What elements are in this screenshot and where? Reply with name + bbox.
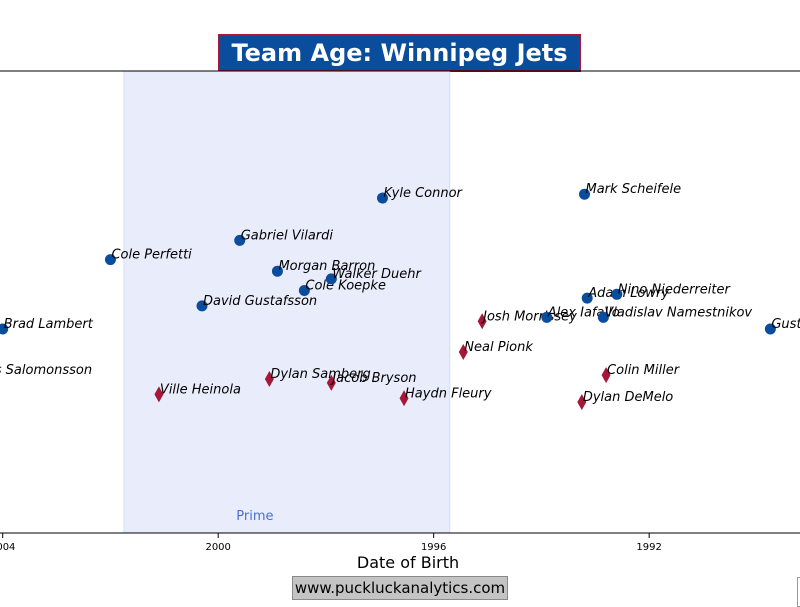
forward-point bbox=[376, 192, 388, 204]
forward-point bbox=[271, 265, 283, 277]
prime-region-label: Prime bbox=[236, 509, 273, 524]
forward-point bbox=[541, 311, 553, 323]
player-name-label: Dylan Samberg bbox=[270, 367, 370, 382]
player-name-label: Cole Koepke bbox=[305, 278, 386, 293]
player-name-label: Cole Perfetti bbox=[111, 248, 192, 263]
player-name-label: Gabriel Vilardi bbox=[241, 228, 334, 243]
player-name-label: Walker Duehr bbox=[332, 267, 422, 282]
player-name-label: Dylan DeMelo bbox=[583, 390, 673, 405]
forward-point bbox=[0, 323, 9, 335]
x-tick-label: 2004 bbox=[0, 542, 15, 553]
player-name-label: Vladislav Namestnikov bbox=[604, 305, 752, 320]
defenseman-point bbox=[577, 394, 587, 411]
x-tick-label: 1992 bbox=[636, 542, 661, 553]
forward-point bbox=[597, 311, 609, 323]
player-name-label: Neal Pionk bbox=[464, 340, 533, 355]
forward-point bbox=[234, 234, 246, 246]
player-name-label: David Gustafsson bbox=[203, 294, 317, 309]
forward-point bbox=[579, 188, 591, 200]
defenseman-point bbox=[264, 371, 274, 387]
forward-point bbox=[764, 323, 776, 335]
defenseman-point bbox=[458, 344, 468, 361]
forward-point bbox=[325, 273, 337, 285]
forward-point bbox=[196, 300, 208, 312]
defenseman-point bbox=[399, 390, 409, 407]
forward-point bbox=[104, 254, 116, 266]
player-name-label: Gustav Nyquist bbox=[771, 317, 800, 332]
player-name-label: Elias Salomonsson bbox=[0, 363, 92, 378]
defenseman-point bbox=[326, 374, 336, 391]
player-name-label: Nino Niederreiter bbox=[618, 282, 732, 297]
player-name-label: Brad Lambert bbox=[4, 317, 94, 332]
player-name-label: Josh Morrissey bbox=[480, 309, 577, 324]
player-name-label: Haydn Fleury bbox=[405, 386, 492, 401]
player-name-label: Adam Lowry bbox=[587, 286, 669, 301]
x-axis-label: Date of Birth bbox=[357, 553, 459, 572]
footer-watermark: www.puckluckanalytics.com bbox=[292, 576, 508, 600]
defenseman-point bbox=[477, 313, 487, 330]
player-name-label: Ville Heinola bbox=[160, 382, 241, 397]
player-name-label: Morgan Barron bbox=[278, 259, 375, 274]
player-name-label: Colin Miller bbox=[607, 363, 681, 378]
forward-point bbox=[581, 292, 593, 304]
forward-point bbox=[298, 284, 310, 296]
x-tick-label: 2000 bbox=[205, 542, 230, 553]
chart-title: Team Age: Winnipeg Jets bbox=[218, 34, 581, 72]
forward-point bbox=[611, 288, 623, 300]
defenseman-point bbox=[601, 367, 611, 384]
x-tick-label: 1996 bbox=[421, 542, 446, 553]
defenseman-point bbox=[154, 386, 164, 403]
player-name-label: Jacob Bryson bbox=[329, 371, 416, 386]
player-name-label: Kyle Connor bbox=[383, 186, 463, 201]
player-name-label: Mark Scheifele bbox=[586, 182, 682, 197]
